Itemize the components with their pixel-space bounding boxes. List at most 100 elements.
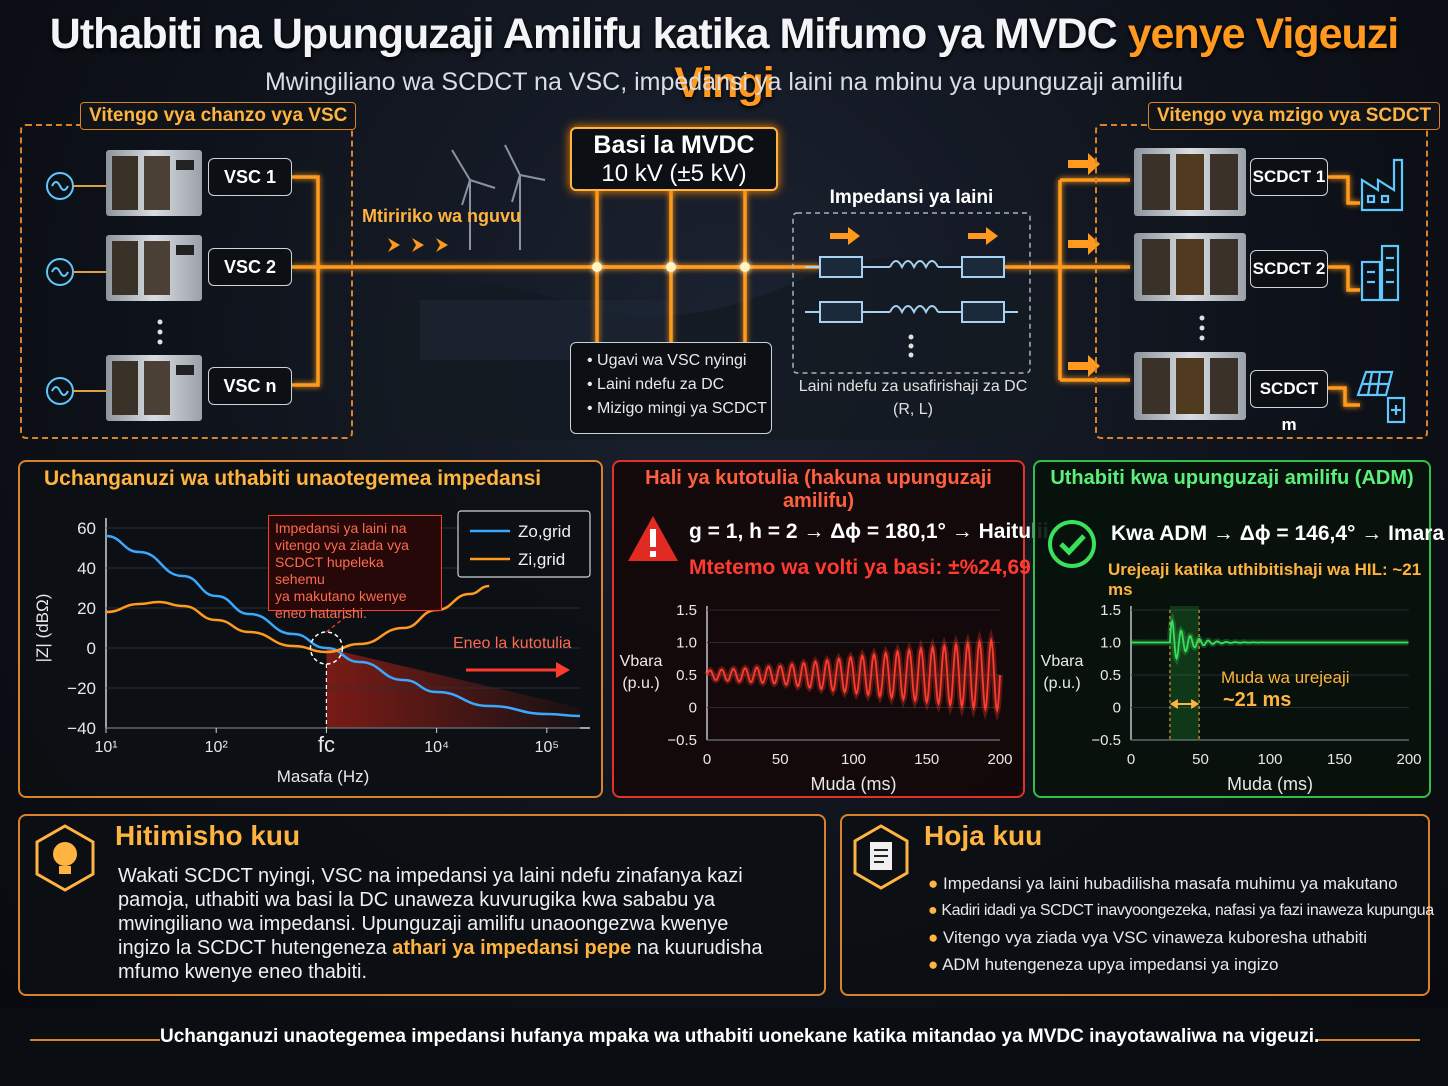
page-subtitle: Mwingiliano wa SCDCT na VSC, impedansi y… — [264, 68, 1184, 96]
points-item-text: Kadiri idadi ya SCDCT inavyoongezeka, na… — [941, 902, 1434, 919]
y-axis-label: Vbara — [1041, 653, 1084, 670]
conclusion-title: Hitimisho kuu — [115, 820, 301, 851]
stable-hil-text: Urejeaji katika uthibitishaji wa HIL: ~2… — [1108, 560, 1422, 599]
annotation-line: Impedansi ya laini na — [275, 520, 407, 536]
points-item-text: Impedansi ya laini hubadilisha masafa mu… — [943, 874, 1398, 893]
series-line-zo-grid — [105, 534, 581, 718]
scdct-1-label: SCDCT 1 — [1250, 158, 1328, 196]
legend-box — [457, 510, 591, 578]
x-axis-label: Muda (ms) — [810, 774, 896, 794]
lightbulb-icon — [35, 824, 95, 892]
x-tick-label: 0 — [703, 751, 711, 768]
x-tick-label: 200 — [1396, 751, 1421, 768]
x-tick-label: 200 — [987, 751, 1012, 768]
conclusion-line: mwingiliano wa impedansi. Upunguzaji ami… — [118, 913, 729, 935]
topology-diagram — [46, 144, 1406, 440]
conclusion-highlight: athari ya impedansi pepe — [392, 937, 632, 959]
scdct-ellipsis — [1199, 315, 1205, 341]
warning-icon — [628, 516, 678, 561]
recovery-window-shade — [1169, 606, 1200, 740]
unstable-oscillation-text: Mtetemo wa volti ya basi: ±%24,69 — [689, 556, 1031, 579]
points-panel — [840, 814, 1430, 996]
y-tick-label: −40 — [67, 719, 96, 738]
y-tick-label: 40 — [77, 559, 96, 578]
annotation-line: SCDCT hupeleka sehemu — [275, 554, 384, 587]
stable-chart: 1.5 1.0 0.5 0 −0.5 0 50 100 150 200 Muda (ms) Vbara… — [1041, 602, 1422, 794]
scdct-m-label: SCDCT m — [1250, 370, 1328, 434]
power-flow-label: Mtiririko wa nguvu — [362, 206, 522, 226]
line-ellipsis — [908, 334, 914, 358]
vsc-1-label: VSC 1 — [208, 158, 292, 196]
vsc-ellipsis — [157, 319, 163, 345]
footer-text: Uchanganuzi unaotegemea impedansi hufany… — [160, 1026, 1320, 1047]
unstable-phase-text: g = 1, h = 2 → Δϕ = 180,1° → Haitulii — [689, 520, 1049, 543]
y-tick-label: 0 — [87, 639, 96, 658]
y-axis-unit: (p.u.) — [1043, 675, 1080, 692]
unstable-arrow-icon — [556, 662, 570, 678]
solar-battery-icon — [1356, 370, 1406, 424]
x-tick-label: 10⁴ — [424, 739, 449, 756]
impedance-annotation: Impedansi ya laini na vitengo vya ziada … — [268, 515, 442, 621]
stable-phase-text: Kwa ADM → Δϕ = 146,4° → Imara — [1111, 522, 1445, 545]
legend-label: Zi,grid — [518, 550, 565, 569]
y-tick-label: 60 — [77, 519, 96, 538]
y-tick-label: −0.5 — [667, 732, 697, 749]
load-arrow-icon — [1068, 153, 1100, 377]
document-icon — [853, 824, 909, 890]
points-item: ● Vitengo vya ziada vya VSC vinaweza kub… — [928, 928, 1367, 947]
unstable-panel-title: Hali ya kutotulia (hakuna upunguzaji ami… — [645, 467, 992, 512]
mvdc-bus-box: Basi la MVDC 10 kV (±5 kV) — [570, 127, 778, 191]
recovery-value: ~21 ms — [1223, 689, 1291, 711]
y-tick-label: 1.5 — [1100, 602, 1121, 619]
vsc-n-label: VSC n — [208, 367, 292, 405]
line-impedance-title: Impedansi ya laini — [829, 187, 994, 208]
stable-panel-title: Uthabiti kwa upunguzaji amilifu (ADM) — [1050, 467, 1414, 489]
x-tick-label: 50 — [1192, 751, 1209, 768]
recovery-arrow-left-icon — [1169, 699, 1178, 709]
conclusion-text: Wakati SCDCT nyingi, VSC na impedansi ya… — [118, 864, 762, 984]
conclusion-line: Wakati SCDCT nyingi, VSC na impedansi ya… — [118, 865, 743, 887]
footer-rule-right — [1316, 1039, 1420, 1041]
points-item: ● ADM hutengeneza upya impedansi ya ingi… — [928, 955, 1279, 974]
stable-panel — [1033, 460, 1431, 798]
y-axis-unit: (p.u.) — [622, 675, 659, 692]
x-axis-label: Masafa (Hz) — [277, 767, 370, 786]
x-tick-label: 10² — [205, 739, 229, 756]
x-tick-label: fc — [318, 732, 335, 757]
ac-source-links — [73, 185, 106, 392]
recovery-label: Muda wa urejeaji — [1221, 668, 1350, 687]
scdct-2-label: SCDCT 2 — [1250, 250, 1328, 288]
current-arrow-icon — [830, 227, 998, 245]
conclusion-text-c: na kuurudisha — [631, 937, 763, 959]
points-list: ● Impedansi ya laini hubadilisha masafa … — [928, 870, 1434, 978]
factory-icon — [1360, 158, 1404, 212]
conclusion-line: mfumo kwenye eneo thabiti. — [118, 961, 368, 983]
building-icon — [1360, 244, 1400, 302]
x-tick-label: 150 — [1327, 751, 1352, 768]
x-tick-label: 10¹ — [94, 739, 117, 756]
conclusion-line: pamoja, uthabiti wa basi la DC unaweza k… — [118, 889, 716, 911]
annotation-line: vitengo vya ziada vya — [275, 537, 409, 553]
conclusion-text-a: ingizo la SCDCT hutengeneza — [118, 937, 393, 959]
x-tick-label: 150 — [914, 751, 939, 768]
annotation-line: ya makutano kwenye — [275, 588, 407, 604]
line-impedance-box — [792, 212, 1031, 374]
points-item: ● Kadiri idadi ya SCDCT inavyoongezeka, … — [928, 902, 1434, 919]
points-item: ● Impedansi ya laini hubadilisha masafa … — [928, 874, 1398, 893]
check-circle-icon — [1048, 520, 1096, 568]
flow-arrows-icon — [388, 238, 448, 252]
annotation-line: eneo hatarishi. — [275, 605, 367, 621]
points-item-text: ADM hutengeneza upya impedansi ya ingizo — [942, 955, 1279, 974]
footer-bar — [0, 1008, 1448, 1086]
vsc-box-label: Vitengo vya chanzo vya VSC — [80, 102, 357, 130]
oscillation-line — [706, 636, 1001, 714]
legend-label: Zo,grid — [518, 522, 571, 541]
conclusion-panel — [18, 814, 826, 996]
x-tick-label: 10⁵ — [535, 739, 559, 756]
y-tick-label: 0 — [1113, 700, 1121, 717]
y-axis-label: Vbara — [620, 653, 663, 670]
response-line — [1131, 618, 1409, 661]
y-tick-label: −20 — [67, 679, 96, 698]
impedance-panel-title: Uchanganuzi wa uthabiti unaotegemea impe… — [44, 467, 542, 490]
title-main: Uthabiti na Upunguzaji Amilifu katika Mi… — [49, 10, 1118, 58]
